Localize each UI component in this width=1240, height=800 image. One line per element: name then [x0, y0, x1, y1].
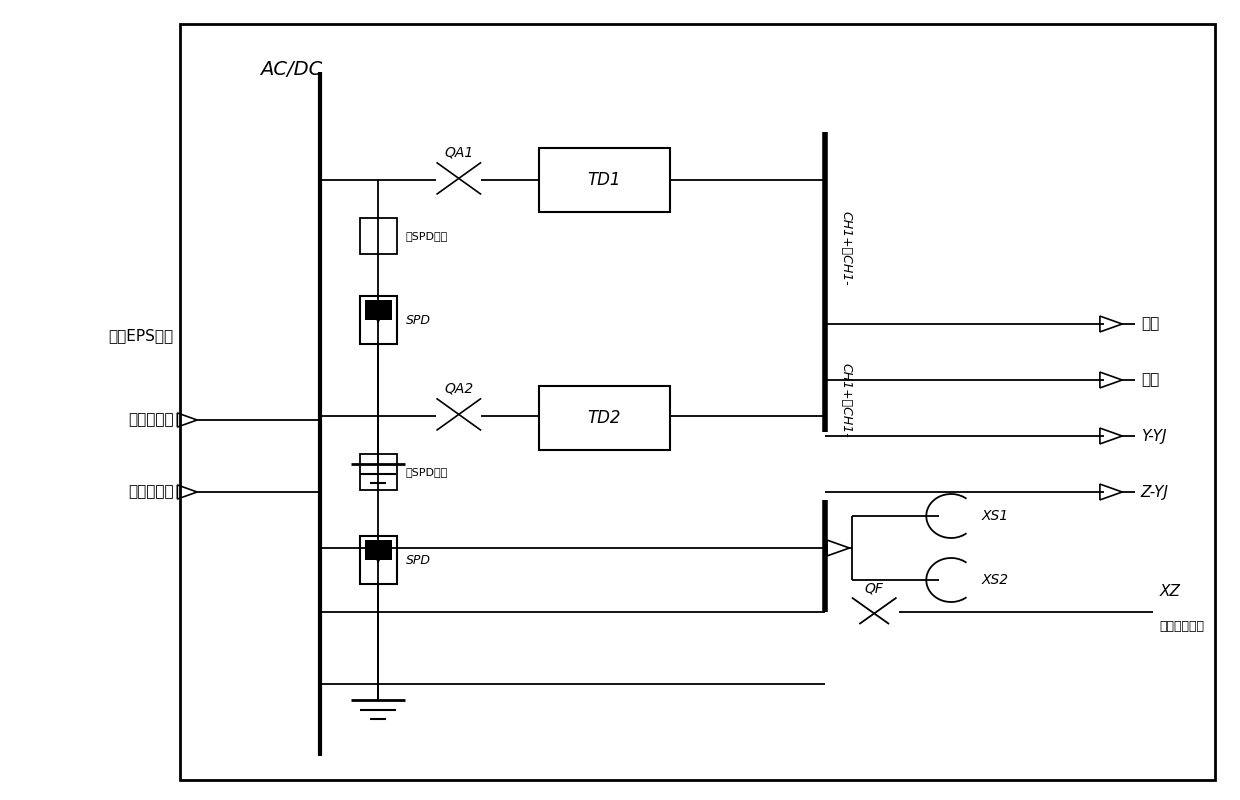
Text: 备用: 备用 — [1141, 373, 1159, 387]
Text: SPD: SPD — [405, 314, 430, 326]
Text: QA2: QA2 — [444, 381, 474, 395]
Text: XZ: XZ — [1159, 585, 1180, 599]
Text: QA1: QA1 — [444, 145, 474, 159]
Bar — [180, 24, 1215, 780]
Text: CH1+、CH1-: CH1+、CH1- — [839, 210, 852, 286]
Text: 随SPD带来: 随SPD带来 — [405, 231, 448, 241]
Bar — [365, 540, 392, 560]
Text: TD2: TD2 — [588, 409, 621, 426]
Text: 随SPD带来: 随SPD带来 — [405, 467, 448, 477]
Text: CH1+、CH1-: CH1+、CH1- — [839, 362, 852, 438]
Bar — [360, 454, 397, 490]
Text: 备用: 备用 — [1141, 317, 1159, 331]
Bar — [365, 300, 392, 320]
Text: TD1: TD1 — [588, 171, 621, 189]
Text: Y-YJ: Y-YJ — [1141, 429, 1167, 443]
Bar — [360, 296, 397, 344]
Bar — [539, 148, 670, 212]
Text: 主电源进线: 主电源进线 — [128, 413, 174, 427]
Text: QF: QF — [864, 581, 884, 595]
Text: AC/DC: AC/DC — [260, 60, 322, 79]
Bar — [360, 536, 397, 584]
Bar — [539, 386, 670, 450]
Text: Z-YJ: Z-YJ — [1141, 485, 1169, 499]
Text: XS2: XS2 — [982, 573, 1009, 587]
Text: 引自EPS电源: 引自EPS电源 — [108, 329, 174, 343]
Text: 备电源进线: 备电源进线 — [128, 485, 174, 499]
Bar — [360, 218, 397, 254]
Text: XS1: XS1 — [982, 509, 1009, 523]
Text: （筱内照明）: （筱内照明） — [1159, 620, 1204, 633]
Text: SPD: SPD — [405, 554, 430, 566]
